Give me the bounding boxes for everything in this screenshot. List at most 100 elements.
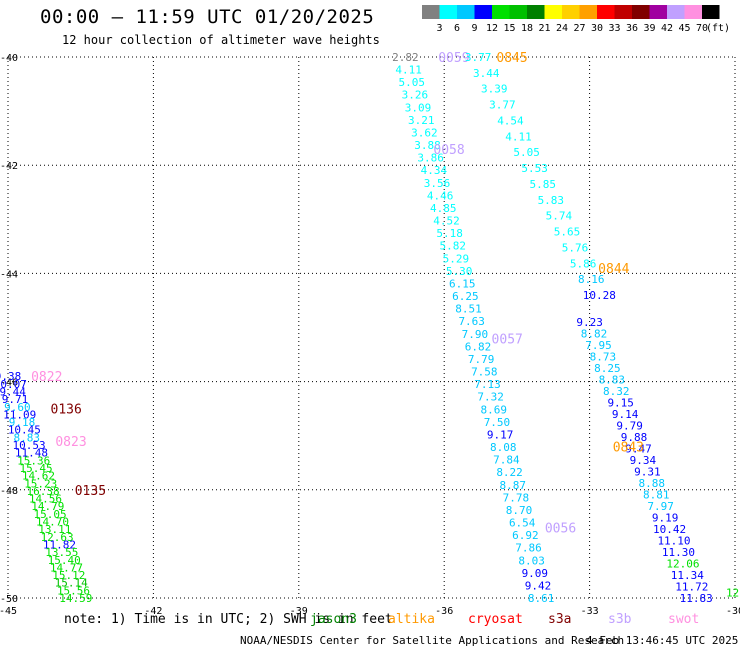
colorbar-label: 33 [608,23,620,34]
wave-height-label: 3.88 [414,139,441,152]
wave-height-label: 7.13 [474,378,501,391]
colorbar-label: 24 [556,23,568,34]
wave-height-label: 15.56 [57,584,90,597]
wave-height-label: 8.08 [490,441,517,454]
colorbar-label: 9 [471,23,477,34]
chart-subtitle: 12 hour collection of altimeter wave hei… [62,33,380,47]
wave-height-label: 8.51 [455,303,482,316]
wave-height-label: 8.87 [499,479,526,492]
wave-height-label: 3.62 [411,126,438,139]
wave-height-label: 7.63 [458,315,485,328]
colorbar-label: 3 [436,23,442,34]
wave-height-label: 7.78 [503,491,530,504]
wave-height-label: 15.40 [48,554,81,567]
wave-height-label: 3.77 [489,99,516,112]
wave-height-label: 14.70 [36,516,69,529]
wave-height-label: 8.16 [578,273,605,286]
wave-height-label: 3.56 [424,177,451,190]
wave-height-label: 4.52 [433,215,460,228]
wave-height-label: 15.23 [24,477,57,490]
wave-height-label: 9.19 [652,512,679,525]
wave-height-label: 4.11 [505,130,532,143]
y-tick-label: -40 [0,53,18,64]
wave-height-label: 7.84 [493,454,520,467]
pass-time-label: 0059 [438,51,469,66]
wave-height-label: 14.77 [50,561,83,574]
wave-height-label: 4.46 [427,189,454,202]
colorbar-swatch [702,5,720,19]
wave-height-label: 7.97 [647,500,674,513]
wave-height-label: 15.12 [52,569,85,582]
wave-height-label: 9.42 [525,579,552,592]
wave-height-label: 3.86 [417,152,444,165]
wave-height-label: 4.85 [430,202,457,215]
x-tick-label: -33 [581,606,599,617]
colorbar-label: 6 [454,23,460,34]
colorbar-swatch [457,5,475,19]
wave-height-label: 5.74 [546,210,573,223]
wave-height-label: 13.11 [38,523,71,536]
x-tick-label: -39 [290,606,308,617]
pass-time-label: 0823 [55,435,86,450]
wave-height-label: 5.29 [443,252,470,265]
colorbar-swatch [439,5,457,19]
wave-height-label: 9.34 [630,454,657,467]
colorbar-swatch [684,5,702,19]
wave-height-label: 8.73 [590,351,617,364]
wave-height-label: 15.45 [20,462,53,475]
wave-height-label: 3.77 [465,51,492,64]
wave-height-label: 8.32 [603,385,630,398]
wave-height-label: 9.23 [576,316,603,329]
wave-height-label: 10.28 [583,289,616,302]
wave-height-label: 9.60 [4,401,31,414]
wave-height-label: 5.85 [529,178,556,191]
colorbar-swatch [562,5,580,19]
colorbar-swatch [509,5,527,19]
y-tick-label: -44 [0,269,18,280]
pass-time-label: 0136 [51,403,82,418]
wave-height-label: 6.54 [509,517,536,530]
wave-height-label: 7.50 [484,416,511,429]
wave-height-label: 11.48 [15,447,48,460]
wave-height-label: 2.82 [392,51,419,64]
wave-height-label: 8.83 [599,374,626,387]
colorbar-unit: (ft) [706,23,730,34]
wave-height-label: 9.88 [621,431,648,444]
wave-height-label: 5.18 [436,227,463,240]
wave-height-label: 7.58 [471,366,498,379]
wave-height-label: 11.83 [680,592,713,605]
wave-height-label: 9.38 [0,370,21,383]
colorbar-label: 70 [696,23,708,34]
colorbar-swatch [614,5,632,19]
x-tick-label: -36 [435,606,453,617]
colorbar-label: 39 [643,23,655,34]
wave-height-label: 5.05 [513,146,540,159]
pass-time-label: 0843 [613,441,644,456]
pass-time-label: 0845 [496,51,527,66]
wave-height-label: 8.88 [639,477,666,490]
wave-height-label: 9.18 [9,416,36,429]
wave-height-label: 10.07 [0,378,27,391]
wave-height-label: 3.21 [408,114,435,127]
pass-time-label: 0056 [545,522,576,537]
wave-height-label: 8.69 [481,403,508,416]
legend-item-swot: swot [668,612,700,627]
wave-height-label: 15.36 [17,454,50,467]
wave-height-label: 9.79 [616,420,643,433]
y-tick-label: -42 [0,161,18,172]
wave-height-label: 9.44 [0,385,26,398]
generated-timestamp: 4 Feb 13:46:45 UTC 2025 [586,634,739,647]
chart-title: 00:00 – 11:59 UTC 01/20/2025 [40,6,375,28]
wave-height-label: 5.30 [446,265,473,278]
wave-height-label: 7.79 [468,353,495,366]
wave-height-label: 6.25 [452,290,479,303]
wave-height-label: 8.22 [496,466,523,479]
colorbar-swatch [422,5,440,19]
wave-height-label: 14.56 [29,493,62,506]
wave-height-label: 16.38 [27,485,60,498]
wave-height-label: 9.17 [487,428,514,441]
colorbar-label: 21 [538,23,550,34]
wave-height-label: 8.83 [13,431,40,444]
colorbar-label: 30 [591,23,603,34]
wave-height-label: 7.32 [477,391,504,404]
